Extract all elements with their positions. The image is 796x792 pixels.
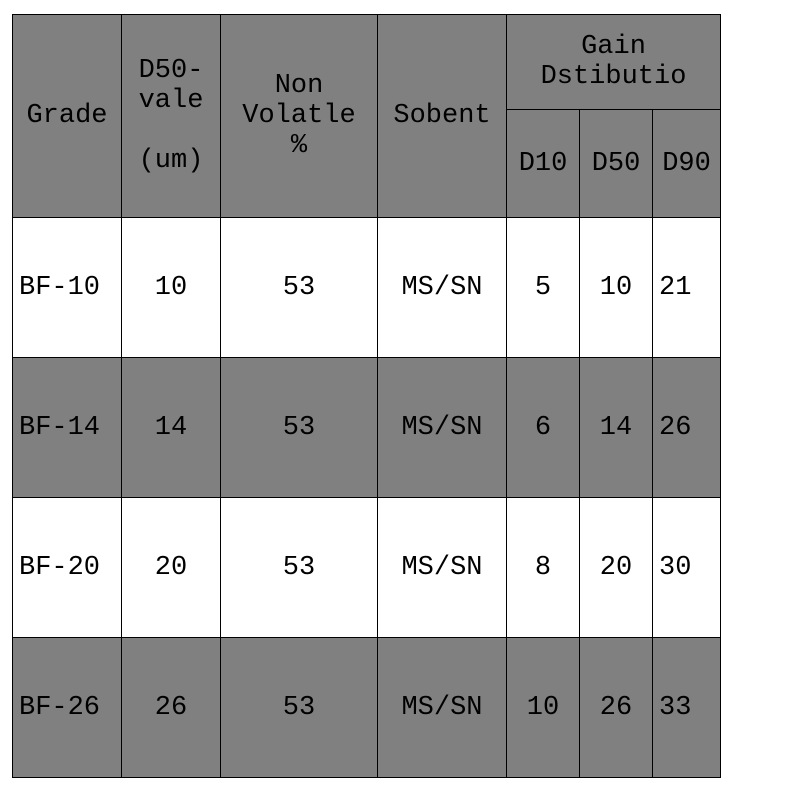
header-grade: Grade [13,15,122,218]
header-d90: D90 [653,110,721,218]
header-d50-vale: D50- vale (um) [122,15,221,218]
cell-d10: 5 [507,218,580,358]
cell-d50-vale: 20 [122,498,221,638]
cell-d90: 30 [653,498,721,638]
cell-sobent: MS/SN [378,638,507,778]
header-d50: D50 [580,110,653,218]
cell-non-volatile: 53 [221,218,378,358]
cell-d10: 6 [507,358,580,498]
cell-d90: 26 [653,358,721,498]
table-row: BF-10 10 53 MS/SN 5 10 21 [13,218,721,358]
header-non-volatile: Non Volatle % [221,15,378,218]
cell-d50: 10 [580,218,653,358]
table-row: BF-26 26 53 MS/SN 10 26 33 [13,638,721,778]
cell-d50-vale: 10 [122,218,221,358]
table-row: BF-14 14 53 MS/SN 6 14 26 [13,358,721,498]
cell-grade: BF-20 [13,498,122,638]
cell-sobent: MS/SN [378,498,507,638]
cell-d50-vale: 26 [122,638,221,778]
cell-d50: 14 [580,358,653,498]
header-sobent: Sobent [378,15,507,218]
cell-d90: 21 [653,218,721,358]
spec-table: Grade D50- vale (um) Non Volatle % Soben… [12,14,721,778]
cell-grade: BF-14 [13,358,122,498]
cell-sobent: MS/SN [378,218,507,358]
cell-d10: 10 [507,638,580,778]
header-row-1: Grade D50- vale (um) Non Volatle % Soben… [13,15,721,110]
cell-grade: BF-26 [13,638,122,778]
cell-d50: 26 [580,638,653,778]
header-gain-dist: Gain Dstibutio [507,15,721,110]
cell-d90: 33 [653,638,721,778]
cell-sobent: MS/SN [378,358,507,498]
cell-grade: BF-10 [13,218,122,358]
table-row: BF-20 20 53 MS/SN 8 20 30 [13,498,721,638]
cell-d10: 8 [507,498,580,638]
table-body: BF-10 10 53 MS/SN 5 10 21 BF-14 14 53 MS… [13,218,721,778]
cell-non-volatile: 53 [221,498,378,638]
cell-d50-vale: 14 [122,358,221,498]
cell-non-volatile: 53 [221,638,378,778]
cell-d50: 20 [580,498,653,638]
cell-non-volatile: 53 [221,358,378,498]
header-d10: D10 [507,110,580,218]
